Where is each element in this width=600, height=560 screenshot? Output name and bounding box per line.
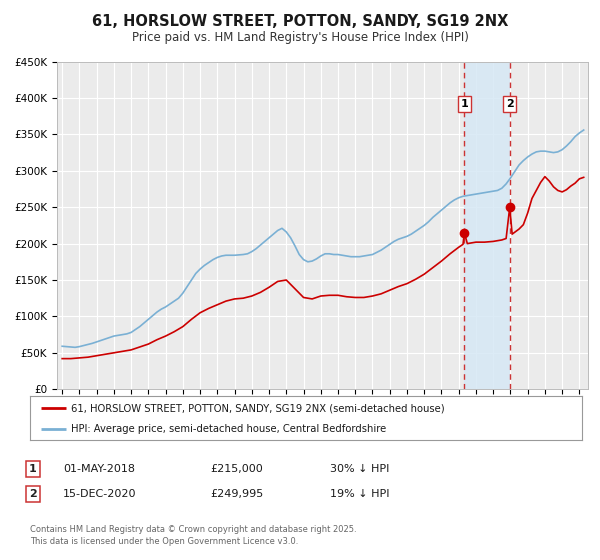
Text: 2: 2: [506, 99, 514, 109]
Text: 01-MAY-2018: 01-MAY-2018: [63, 464, 135, 474]
Text: 30% ↓ HPI: 30% ↓ HPI: [330, 464, 389, 474]
Text: £249,995: £249,995: [210, 489, 263, 499]
Text: Contains HM Land Registry data © Crown copyright and database right 2025.
This d: Contains HM Land Registry data © Crown c…: [30, 525, 356, 546]
Text: HPI: Average price, semi-detached house, Central Bedfordshire: HPI: Average price, semi-detached house,…: [71, 424, 386, 433]
Text: 61, HORSLOW STREET, POTTON, SANDY, SG19 2NX: 61, HORSLOW STREET, POTTON, SANDY, SG19 …: [92, 14, 508, 29]
Text: £215,000: £215,000: [210, 464, 263, 474]
Text: Price paid vs. HM Land Registry's House Price Index (HPI): Price paid vs. HM Land Registry's House …: [131, 31, 469, 44]
Text: 61, HORSLOW STREET, POTTON, SANDY, SG19 2NX (semi-detached house): 61, HORSLOW STREET, POTTON, SANDY, SG19 …: [71, 403, 445, 413]
Text: 1: 1: [29, 464, 37, 474]
Text: 2: 2: [29, 489, 37, 499]
Text: 19% ↓ HPI: 19% ↓ HPI: [330, 489, 389, 499]
Bar: [464, 62, 510, 389]
Text: 1: 1: [461, 99, 468, 109]
Text: 15-DEC-2020: 15-DEC-2020: [63, 489, 137, 499]
